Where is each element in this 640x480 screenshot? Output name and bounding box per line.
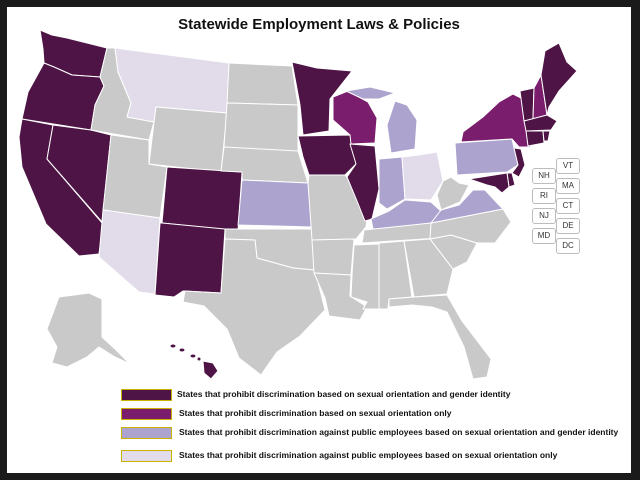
state-south-dakota xyxy=(223,102,299,154)
state-maryland xyxy=(468,172,510,194)
state-pennsylvania xyxy=(454,138,519,176)
map-frame: Statewide Employment Laws & Policies xyxy=(7,7,631,473)
state-minnesota xyxy=(291,61,353,136)
legend-label-so-gi: States that prohibit discrimination base… xyxy=(177,389,511,399)
legend-label-so-only: States that prohibit discrimination base… xyxy=(179,408,452,418)
state-kansas xyxy=(237,179,313,228)
label-vt: VT xyxy=(556,158,580,174)
state-louisiana xyxy=(313,272,368,321)
state-connecticut xyxy=(525,130,545,147)
state-maine xyxy=(540,42,578,116)
label-nh: NH xyxy=(532,168,556,184)
label-de: DE xyxy=(556,218,580,234)
state-colorado xyxy=(161,166,243,232)
state-texas xyxy=(182,238,326,376)
state-rhode-island xyxy=(542,130,551,142)
state-new-jersey xyxy=(511,147,526,178)
state-new-york xyxy=(460,93,532,148)
legend-swatch-public-so-only xyxy=(121,450,172,462)
legend-label-public-so-gi: States that prohibit discrimination agai… xyxy=(179,427,619,437)
state-new-mexico xyxy=(154,222,226,298)
legend-swatch-public-so-gi xyxy=(121,427,172,439)
label-nj: NJ xyxy=(532,208,556,224)
state-florida xyxy=(388,294,492,380)
state-illinois xyxy=(346,143,380,222)
state-massachusetts xyxy=(523,114,558,132)
legend-swatch-so-gi xyxy=(121,389,172,401)
label-ct: CT xyxy=(556,198,580,214)
state-michigan xyxy=(386,100,418,154)
state-arkansas xyxy=(311,238,355,276)
state-north-dakota xyxy=(226,62,299,106)
legend-label-public-so-only: States that prohibit discrimination agai… xyxy=(179,450,558,460)
state-michigan-upper xyxy=(345,86,396,100)
state-ohio xyxy=(401,151,444,201)
label-dc: DC xyxy=(556,238,580,254)
state-hawaii xyxy=(169,343,219,380)
state-alaska xyxy=(46,292,131,368)
state-wyoming xyxy=(148,106,228,173)
state-arizona xyxy=(98,209,161,295)
state-north-carolina xyxy=(429,208,512,244)
label-md: MD xyxy=(532,228,556,244)
us-map xyxy=(18,29,578,380)
state-iowa xyxy=(297,134,357,176)
legend-swatch-so-only xyxy=(121,408,172,420)
state-west-virginia xyxy=(436,176,470,211)
state-indiana xyxy=(378,156,406,210)
map-title: Statewide Employment Laws & Policies xyxy=(178,16,460,33)
label-ri: RI xyxy=(532,188,556,204)
label-ma: MA xyxy=(556,178,580,194)
